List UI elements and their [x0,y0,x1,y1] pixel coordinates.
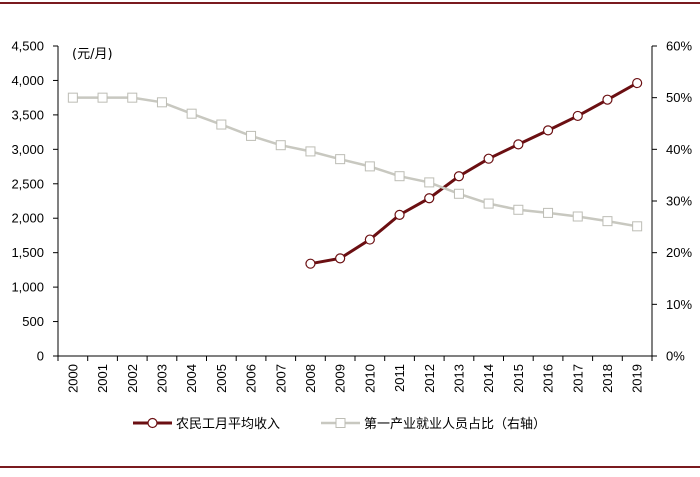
data-point [453,188,464,199]
data-point [305,146,316,157]
left-tick-label: 4,500 [11,39,44,54]
x-tick-label: 2004 [184,364,199,393]
axes: 0 500 1,000 1,500 2,000 2,500 3,000 3,500 4,000 4… [11,39,692,393]
right-tick-label: 50% [666,90,692,105]
series-line [72,96,638,228]
data-point [453,171,465,182]
x-tick-label: 2006 [244,364,259,393]
x-tick-label: 2010 [362,364,377,393]
data-point [632,77,643,89]
data-point [483,153,494,164]
data-point [246,130,257,141]
data-point [394,209,405,220]
data-point [156,97,167,108]
data-point [216,119,227,130]
data-point [364,234,375,245]
x-tick-label: 2000 [65,364,80,393]
data-point [543,207,554,218]
legend-label: 农民工月平均收入 [176,417,280,432]
right-tick-label: 40% [666,142,692,157]
data-point [335,154,346,165]
left-tick-label: 500 [22,314,44,329]
x-tick-label: 2001 [95,364,110,393]
legend-item: 农民工月平均收入 [133,417,280,432]
x-tick-label: 2005 [214,364,229,393]
left-tick-label: 2,000 [11,211,44,226]
x-tick-label: 2012 [422,364,437,393]
data-point [542,125,554,136]
x-tick-label: 2017 [570,364,585,393]
right-tick-label: 0% [666,349,685,364]
data-point [97,92,108,103]
data-point [602,94,613,105]
primary-industry-share-series [67,92,643,232]
x-tick-label: 2015 [511,364,526,393]
right-tick-label: 10% [666,297,692,312]
x-tick-label: 2009 [333,364,348,393]
data-point [632,221,643,232]
x-tick-label: 2011 [392,364,407,392]
data-point [335,253,346,264]
data-point [394,171,405,182]
migrant-income-series [305,77,643,269]
x-tick-label: 2013 [451,364,466,393]
data-point [572,211,583,222]
x-tick-label: 2019 [630,364,645,393]
left-tick-label: 2,500 [11,176,44,191]
data-point [127,92,138,103]
legend-label: 第一产业就业人员占比（右轴） [364,417,546,432]
x-tick-label: 2016 [541,364,556,393]
x-tick-label: 2003 [154,364,169,393]
data-point [275,140,286,151]
data-point [602,216,613,227]
left-tick-label: 1,500 [11,245,44,260]
x-tick-label: 2018 [600,364,615,393]
left-tick-label: 3,000 [11,142,44,157]
data-point [513,204,524,215]
bottom-rule [0,466,700,468]
series-layer [67,77,643,269]
left-tick-label: 1,000 [11,280,44,295]
legend-marker [335,418,346,428]
series-line [310,81,638,266]
legend: 农民工月平均收入 第一产业就业人员占比（右轴） [133,417,546,432]
data-point [305,258,316,269]
right-tick-label: 60% [666,39,692,54]
data-point [364,161,375,172]
left-tick-label: 4,000 [11,73,44,88]
data-point [186,108,197,119]
left-tick-label: 0 [37,349,44,364]
legend-marker [147,417,158,429]
x-tick-label: 2008 [303,364,318,393]
data-point [67,92,78,103]
top-rule [0,2,700,4]
x-tick-label: 2014 [481,364,496,393]
x-tick-label: 2002 [125,364,140,393]
data-point [513,139,524,150]
data-point [483,198,494,209]
right-tick-label: 20% [666,245,692,260]
data-point [572,110,583,122]
left-tick-label: 3,500 [11,107,44,122]
right-tick-label: 30% [666,194,692,209]
x-tick-label: 2007 [273,364,288,393]
data-point [424,193,435,204]
left-axis-unit-label: (元/月) [72,47,113,62]
legend-item: 第一产业就业人员占比（右轴） [321,417,546,432]
data-point [424,177,435,188]
